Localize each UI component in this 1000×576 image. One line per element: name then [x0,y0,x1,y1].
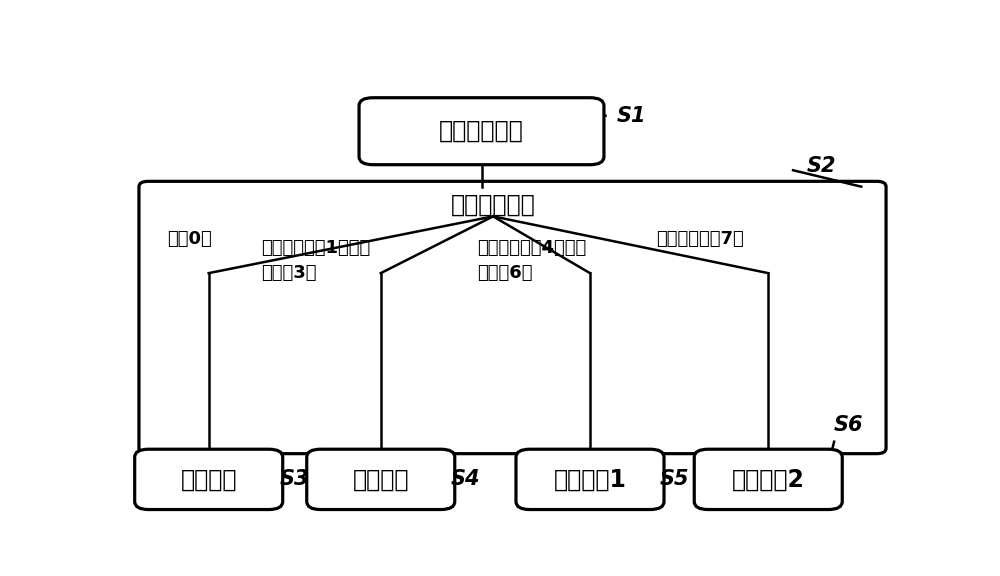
Text: S5: S5 [660,469,689,490]
FancyBboxPatch shape [139,181,886,454]
Text: 评分大于等于1分且小
于等于3分: 评分大于等于1分且小 于等于3分 [261,238,370,282]
Text: S6: S6 [834,415,864,435]
Text: 评分大于等于4分且小
于等于6分: 评分大于等于4分且小 于等于6分 [478,238,587,282]
Text: 疼痛评估结果: 疼痛评估结果 [451,192,536,217]
Text: 加量指令1: 加量指令1 [554,467,626,491]
Text: S4: S4 [450,469,480,490]
Text: 减量指令: 减量指令 [180,467,237,491]
Text: S2: S2 [807,156,836,176]
FancyBboxPatch shape [359,98,604,165]
Text: 启动疼痛评估: 启动疼痛评估 [439,119,524,143]
FancyBboxPatch shape [694,449,842,510]
Text: 评分大于等于7分: 评分大于等于7分 [656,230,744,248]
Text: S3: S3 [280,469,310,490]
FancyBboxPatch shape [307,449,455,510]
Text: 不发指令: 不发指令 [352,467,409,491]
Text: 加量指令2: 加量指令2 [732,467,805,491]
FancyBboxPatch shape [135,449,283,510]
FancyBboxPatch shape [516,449,664,510]
Text: S1: S1 [617,105,647,126]
Text: 评分0分: 评分0分 [168,230,212,248]
